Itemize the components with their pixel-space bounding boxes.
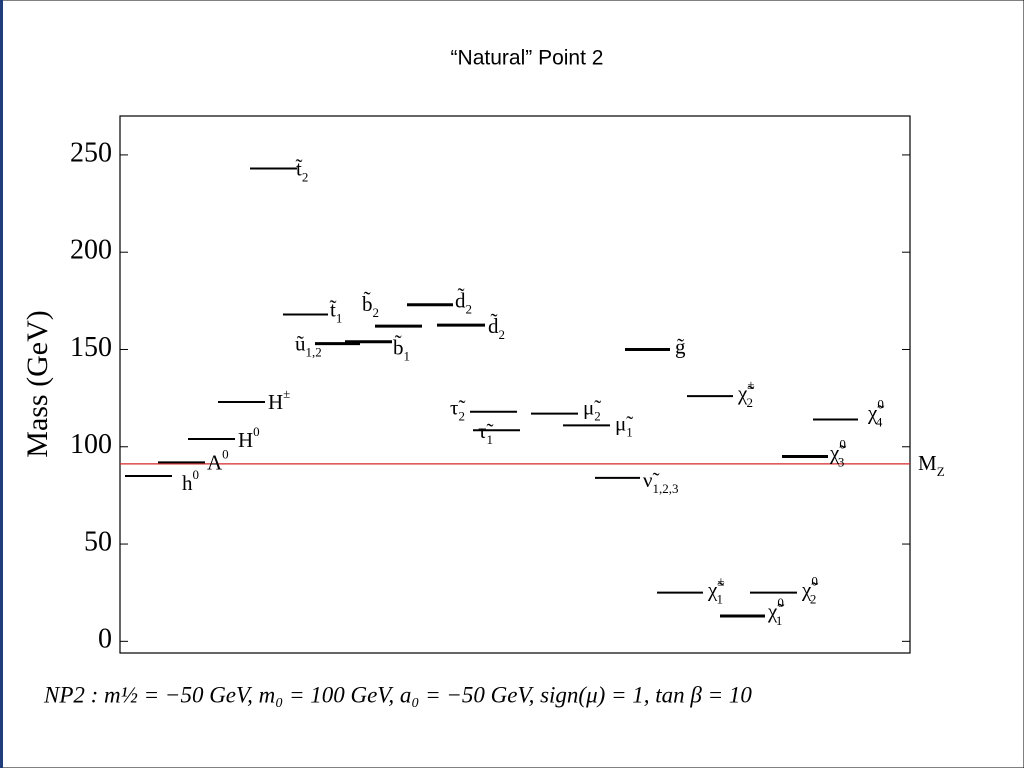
level-label-sub: 2 [746,395,753,410]
level-label-sup: 0 [253,424,260,439]
level-label-sub: 4 [876,415,883,430]
level-label: d̃2 [455,288,472,317]
level-label-base: h [182,471,193,495]
level-label-sub: 1 [626,424,633,439]
level-label-sup: ± [747,377,754,392]
level-label-sup: 0 [839,436,846,451]
level-label-base: t̃ [329,297,336,321]
level-label: ũ1,2 [295,331,322,359]
level-label: d̃2 [488,313,505,342]
level-label: t̃2 [295,156,308,184]
level-label: χ̃0 2 [801,574,818,607]
level-label-base: t̃ [295,156,302,180]
level-label: χ̃0 4 [867,397,884,430]
level-label-base: d̃ [455,288,466,313]
level-label-sub: 2 [373,305,380,320]
reference-label-base: M [918,451,937,475]
level-label-base: d̃ [488,313,499,338]
y-tick-label: 200 [70,235,112,266]
level-label-sub: 2 [302,170,309,185]
slide-edge [0,0,3,768]
level-label-sup: 0 [877,397,884,412]
level-label-sup: 0 [222,446,229,461]
level-label-sub: 2 [466,302,473,317]
level-label-base: g̃ [675,334,686,358]
y-tick-label: 150 [70,332,112,363]
level-label-sup: 0 [811,574,818,589]
level-label-sub: 1 [776,613,783,628]
level-label: b̃1 [393,335,410,364]
reference-label: MZ [918,451,945,479]
level-label-sub: 1 [486,432,493,447]
level-label-sup: 0 [193,467,200,482]
level-label-base: H [268,390,283,414]
plot-frame [119,115,911,654]
y-tick-label: 50 [84,526,112,557]
level-label: H± [268,386,290,414]
footnote: NP2 : m½ = −50 GeV, m₀ = 100 GeV, a₀ = −… [43,682,752,707]
level-label: t̃1 [329,297,342,325]
level-label: b̃2 [362,291,379,320]
level-label-sub: 2 [594,409,601,424]
level-label: g̃ [675,334,686,358]
level-label-base: H [238,428,253,452]
level-label: χ̃0 1 [767,595,784,628]
level-label: h0 [182,467,199,495]
level-label: χ̃± 1 [707,574,724,607]
level-label: χ̃± 2 [737,377,754,410]
level-label-sup: 0 [777,595,784,610]
level-label-sub: 2 [810,592,817,607]
y-tick-label: 250 [70,137,112,168]
y-axis-label: Mass (GeV) [21,310,54,457]
level-label: A0 [207,446,229,474]
level-label-sub: 1 [336,310,343,325]
level-label-sup: ± [283,386,290,401]
level-label-sub: 1,2 [306,345,322,360]
y-tick-label: 0 [98,624,112,655]
level-label: H0 [238,424,260,452]
y-tick-label: 100 [70,429,112,460]
level-label-base: ũ [295,331,306,355]
level-label-sub: 3 [838,454,845,469]
level-label-base: A [207,450,223,474]
level-label-sub: 1,2,3 [653,481,679,496]
level-label-base: b̃ [393,335,404,360]
level-label-sub: 2 [458,409,465,424]
level-label-sub: 2 [499,327,506,342]
reference-label-sub: Z [937,464,945,479]
level-label-sub: 1 [404,349,411,364]
level-label: χ̃0 3 [829,436,846,469]
level-label-base: b̃ [362,291,373,316]
level-label-sup: ± [717,574,724,589]
level-label-sub: 1 [716,592,723,607]
slide-title: “Natural” Point 2 [451,47,604,70]
